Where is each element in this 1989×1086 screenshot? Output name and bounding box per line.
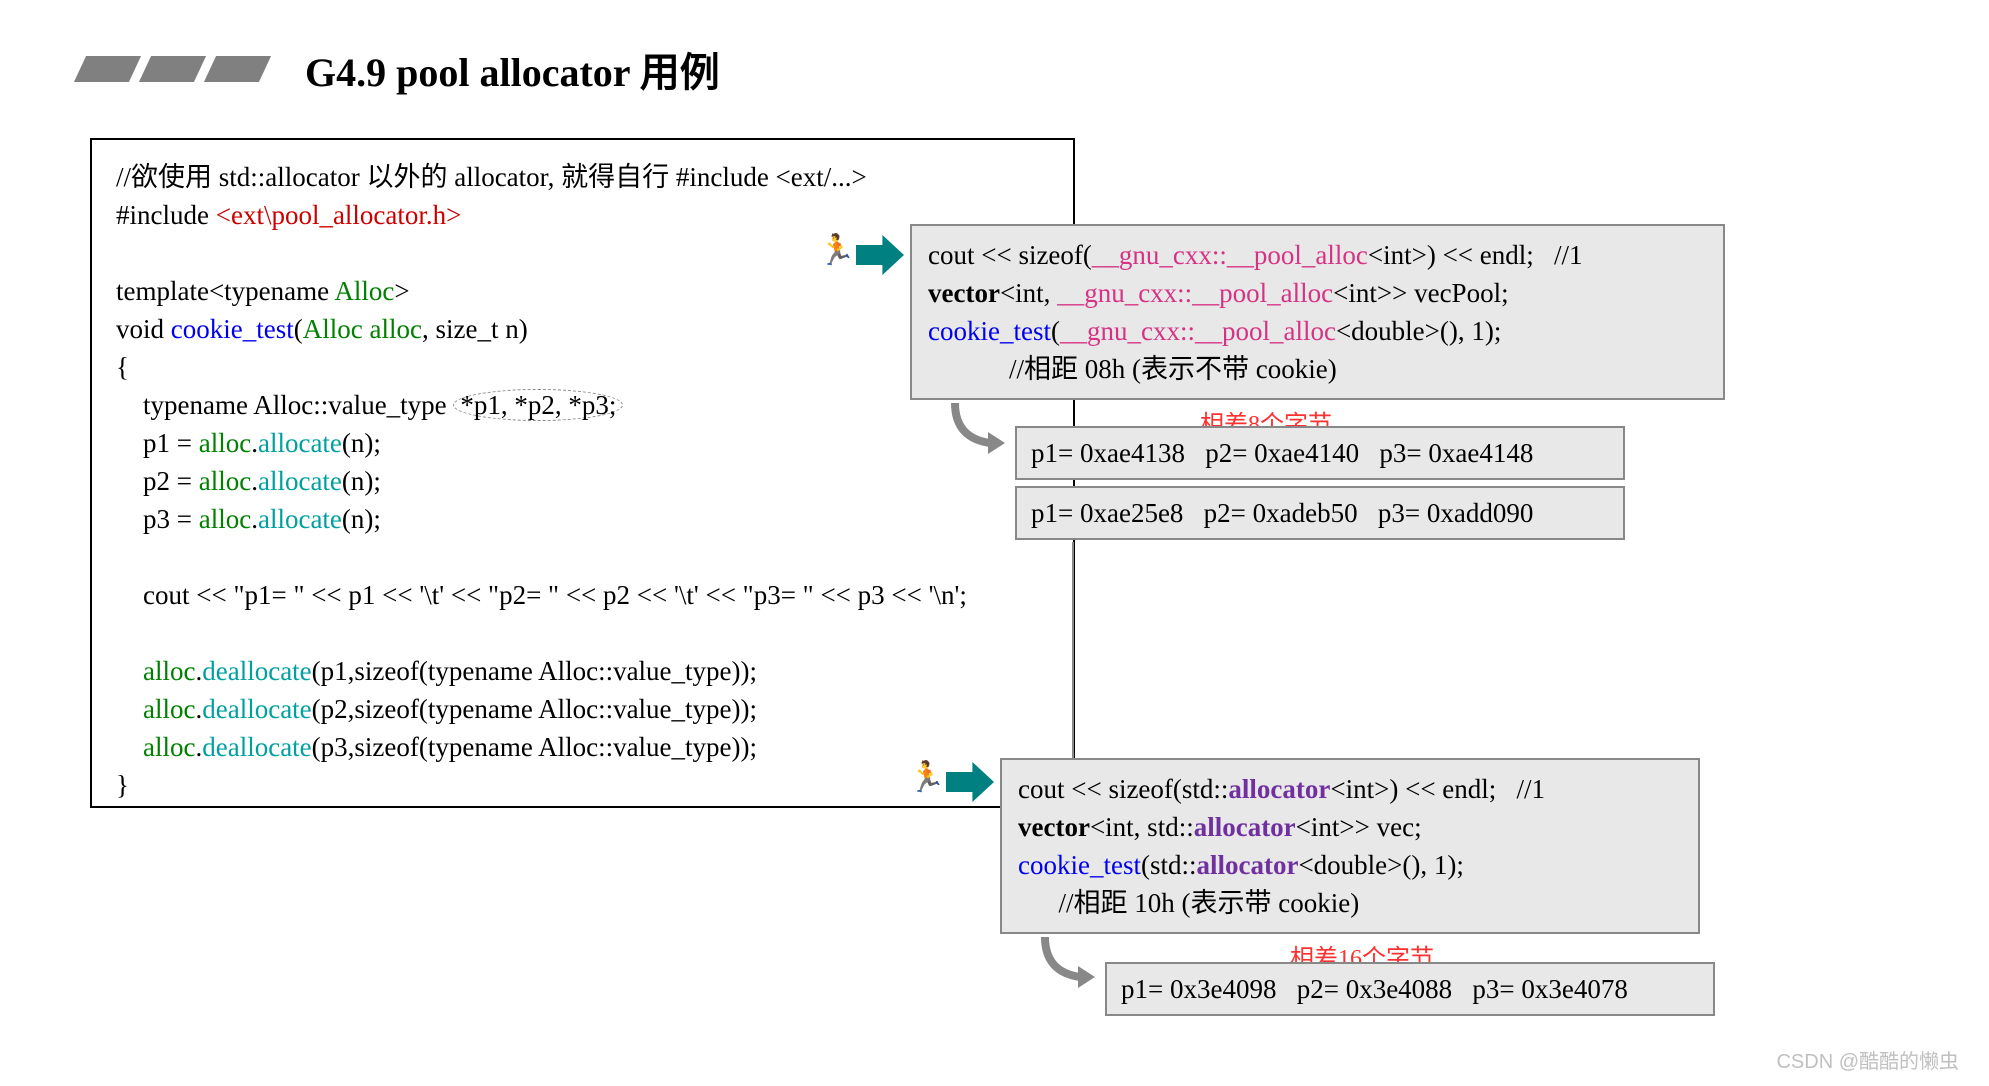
result-line: p1= 0x3e4098 p2= 0x3e4088 p3= 0x3e4078: [1121, 970, 1699, 1008]
out-line: cout << sizeof(__gnu_cxx::__pool_alloc<i…: [928, 236, 1707, 274]
result-box-1: p1= 0xae4138 p2= 0xae4140 p3= 0xae4148: [1015, 426, 1625, 480]
code-dealloc: alloc.deallocate(p1,sizeof(typename Allo…: [116, 652, 1049, 690]
out-line: //相距 10h (表示带 cookie): [1018, 884, 1682, 922]
result-line: p1= 0xae25e8 p2= 0xadeb50 p3= 0xadd090: [1031, 494, 1609, 532]
code-alloc: p3 = alloc.allocate(n);: [116, 500, 1049, 538]
result-box-3: p1= 0x3e4098 p2= 0x3e4088 p3= 0x3e4078: [1105, 962, 1715, 1016]
bar-icon: [74, 56, 141, 82]
runner-icon: 🏃: [818, 233, 855, 268]
code-comment: //欲使用 std::allocator 以外的 allocator, 就得自行…: [116, 158, 1049, 196]
curve-arrow-icon: [1030, 932, 1100, 992]
output-box-2: cout << sizeof(std::allocator<int>) << e…: [1000, 758, 1700, 934]
decorative-bars: [80, 56, 265, 82]
blank-line: [116, 614, 1049, 652]
result-box-2: p1= 0xae25e8 p2= 0xadeb50 p3= 0xadd090: [1015, 486, 1625, 540]
out-line: vector<int, __gnu_cxx::__pool_alloc<int>…: [928, 274, 1707, 312]
slide-title: G4.9 pool allocator 用例: [305, 40, 720, 98]
out-line: vector<int, std::allocator<int>> vec;: [1018, 808, 1682, 846]
output-box-1: cout << sizeof(__gnu_cxx::__pool_alloc<i…: [910, 224, 1725, 400]
out-line: cookie_test(__gnu_cxx::__pool_alloc<doub…: [928, 312, 1707, 350]
curve-arrow-icon: [940, 398, 1010, 458]
watermark: CSDN @酷酷的懒虫: [1776, 1045, 1959, 1074]
code-alloc: p1 = alloc.allocate(n);: [116, 424, 1049, 462]
bar-icon: [139, 56, 206, 82]
slide-header: G4.9 pool allocator 用例: [0, 0, 1989, 98]
runner-icon: 🏃: [908, 760, 945, 795]
result-line: p1= 0xae4138 p2= 0xae4140 p3= 0xae4148: [1031, 434, 1609, 472]
out-line: cout << sizeof(std::allocator<int>) << e…: [1018, 770, 1682, 808]
code-cout: cout << "p1= " << p1 << '\t' << "p2= " <…: [116, 576, 1049, 614]
bar-icon: [204, 56, 271, 82]
out-line: cookie_test(std::allocator<double>(), 1)…: [1018, 846, 1682, 884]
connector-line: [1072, 542, 1074, 760]
out-line: //相距 08h (表示不带 cookie): [928, 350, 1707, 388]
blank-line: [116, 538, 1049, 576]
code-dealloc: alloc.deallocate(p2,sizeof(typename Allo…: [116, 690, 1049, 728]
code-alloc: p2 = alloc.allocate(n);: [116, 462, 1049, 500]
